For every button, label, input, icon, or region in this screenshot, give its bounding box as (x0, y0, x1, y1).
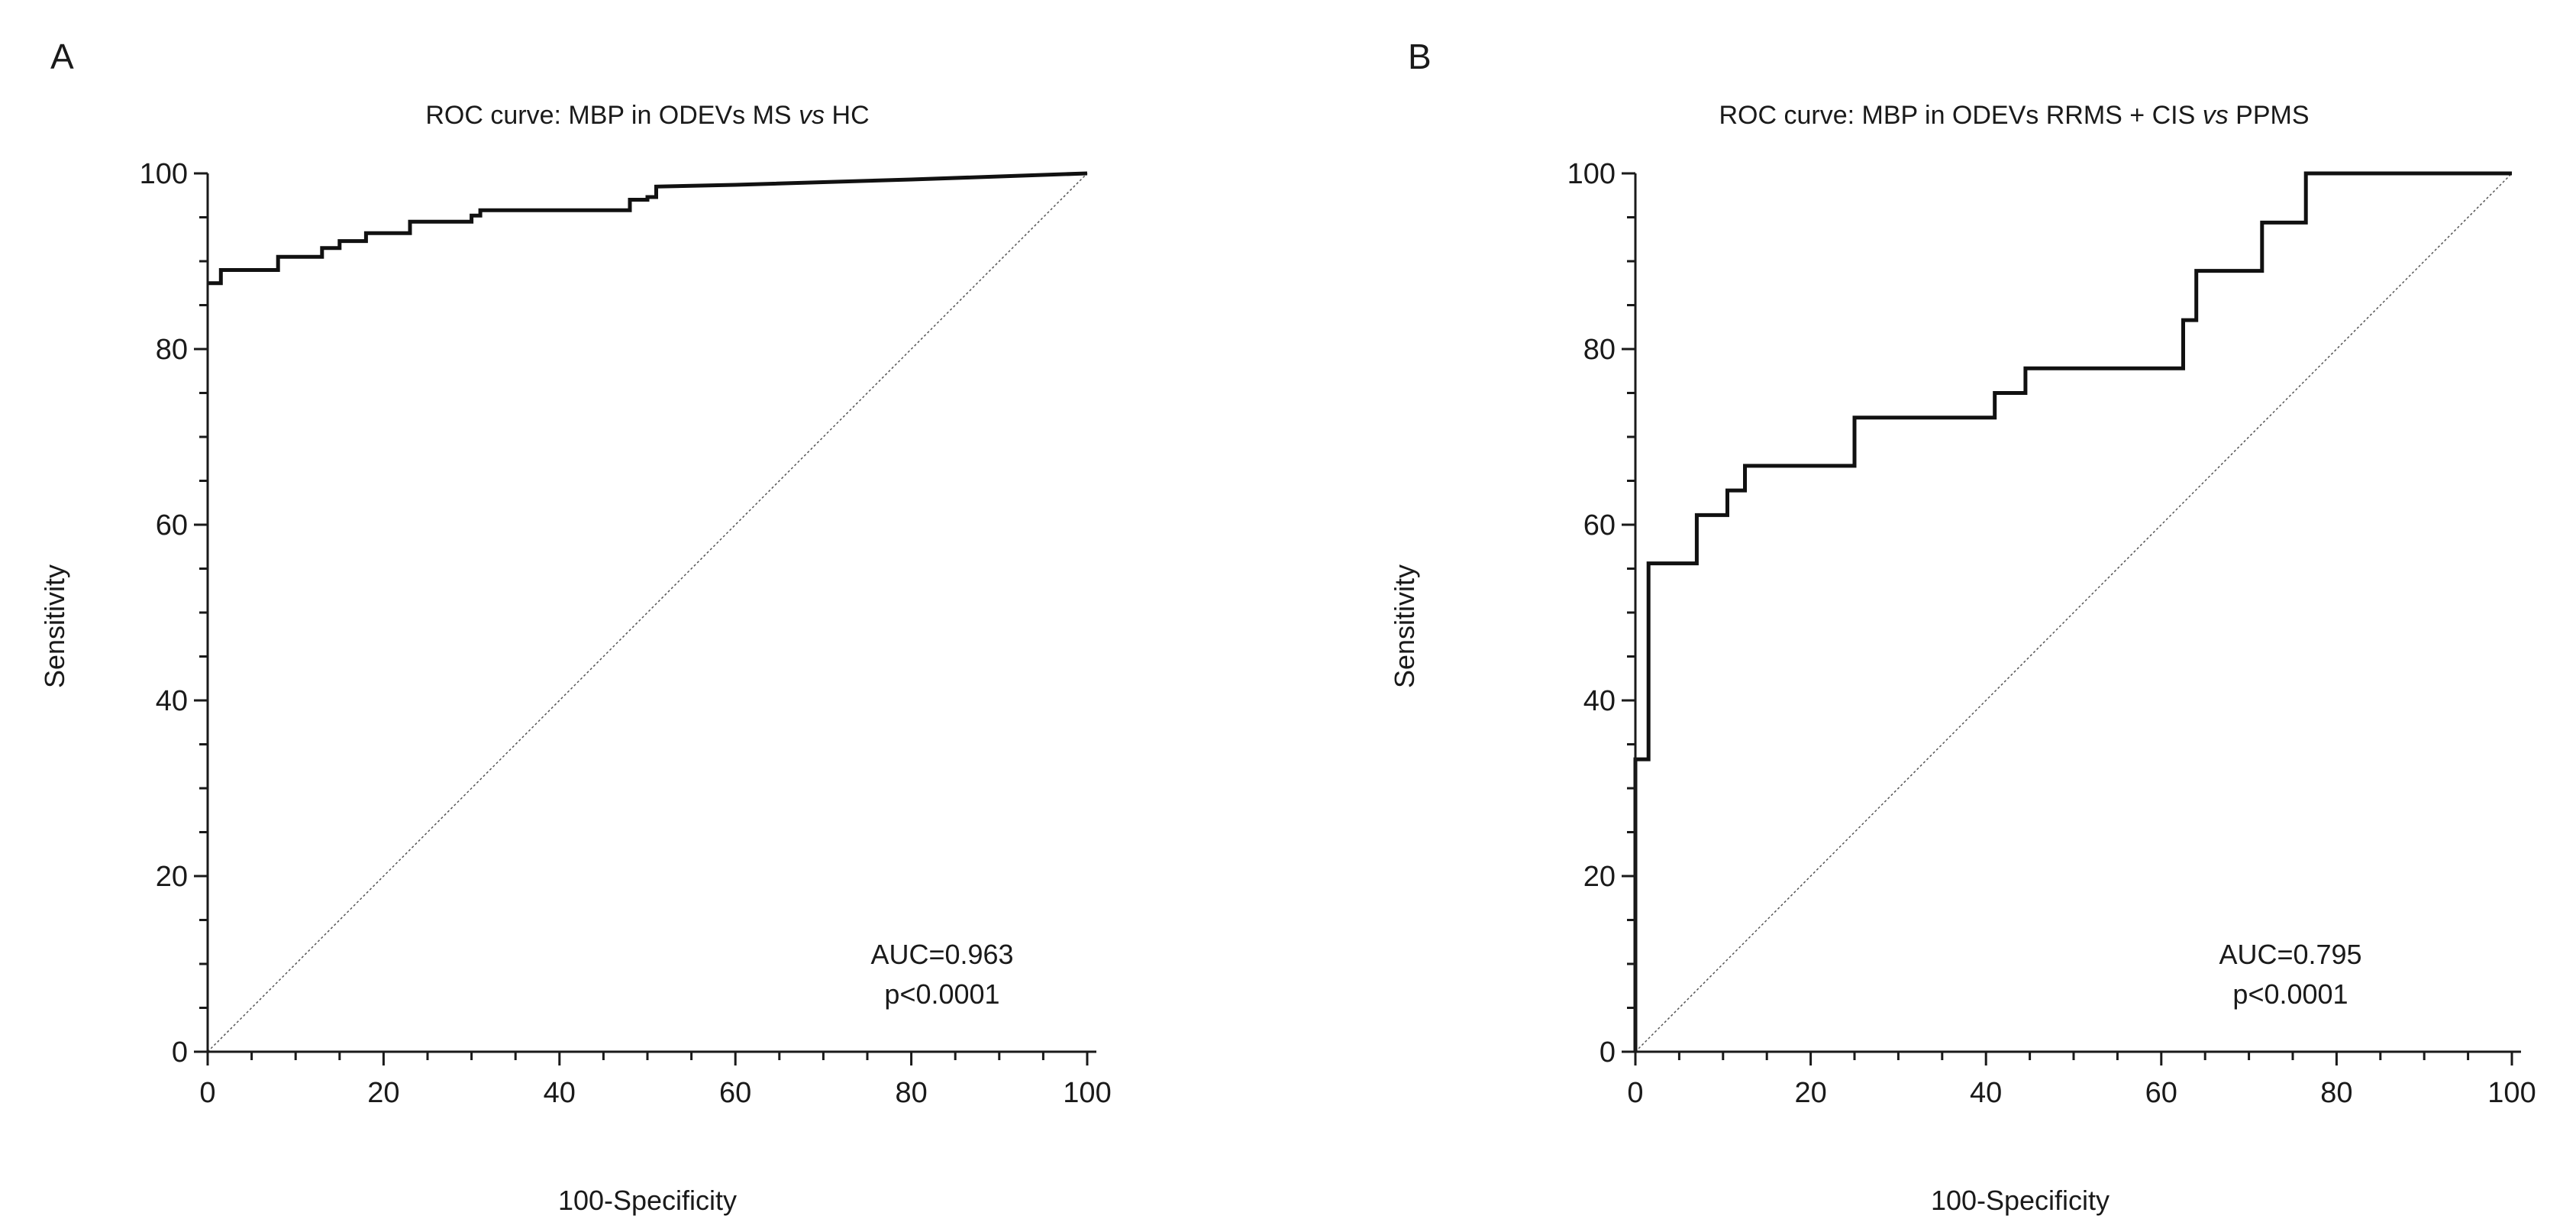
panel-a-p-value-label: p<0.0001 (884, 978, 999, 1010)
panel-b-x-tick-label: 20 (1794, 1077, 1826, 1109)
panel-a-y-tick-label: 100 (140, 158, 188, 190)
panel-a-y-tick-label: 0 (172, 1036, 188, 1069)
panel-a: A ROC curve: MBP in ODEVs MS vs HC 0 20 40… (39, 37, 1112, 1216)
panel-a-y-tick-label: 20 (156, 861, 188, 893)
panel-b-p-value-label: p<0.0001 (2232, 978, 2348, 1010)
panel-a-x-tick-label: 40 (544, 1077, 576, 1109)
panel-b: B ROC curve: MBP in ODEVs RRMS + CIS vs … (1389, 37, 2536, 1216)
panel-b-y-tick-label: 0 (1600, 1036, 1616, 1069)
panel-a-x-tick-label: 100 (1063, 1077, 1111, 1109)
panel-b-letter: B (1408, 37, 1432, 76)
panel-a-title-suffix: HC (825, 101, 870, 130)
panel-b-auc-label: AUC=0.795 (2219, 939, 2361, 970)
panel-b-y-tick-label: 20 (1583, 861, 1616, 893)
panel-b-x-tick-label: 100 (2487, 1077, 2536, 1109)
panel-a-x-tick-label: 20 (367, 1077, 399, 1109)
panel-b-y-axis-label: Sensitivity (1389, 564, 1420, 688)
panel-a-x-tick-label: 80 (895, 1077, 927, 1109)
panel-a-auc-label: AUC=0.963 (870, 939, 1013, 970)
panel-b-title-italic: vs (2203, 101, 2229, 130)
panel-b-reference-line (1635, 173, 2513, 1053)
panel-b-y-tick-label: 40 (1583, 685, 1616, 717)
panel-a-ticks: 0 20 40 60 80 100 0 20 40 60 80 100 (140, 158, 1112, 1109)
panel-b-x-tick-label: 80 (2320, 1077, 2352, 1109)
panel-b-title-prefix: ROC curve: MBP in ODEVs RRMS + CIS (1719, 101, 2202, 130)
panel-b-y-tick-label: 60 (1583, 509, 1616, 542)
panel-b-title-suffix: PPMS (2229, 101, 2310, 130)
panel-a-x-tick-label: 60 (719, 1077, 751, 1109)
panel-a-letter: A (50, 37, 74, 76)
panel-b-x-tick-label: 60 (2145, 1077, 2177, 1109)
panel-b-y-tick-label: 100 (1567, 158, 1616, 190)
panel-a-title-italic: vs (799, 101, 825, 130)
panel-b-roc-curve (1633, 171, 2512, 1052)
panel-b-ticks: 0 20 40 60 80 100 0 20 40 60 80 100 (1567, 158, 2536, 1109)
panel-a-title: ROC curve: MBP in ODEVs MS vs HC (425, 101, 869, 130)
panel-a-y-tick-label: 60 (156, 509, 188, 542)
panel-a-title-prefix: ROC curve: MBP in ODEVs MS (425, 101, 799, 130)
panel-b-title: ROC curve: MBP in ODEVs RRMS + CIS vs PP… (1719, 101, 2309, 130)
panel-a-x-axis-label: 100-Specificity (558, 1185, 737, 1216)
panel-b-y-tick-label: 80 (1583, 334, 1616, 366)
panel-a-roc-curve (208, 171, 1088, 286)
panel-b-x-axis-label: 100-Specificity (1931, 1185, 2110, 1216)
panel-b-x-tick-label: 40 (1970, 1077, 2002, 1109)
panel-a-reference-line (207, 173, 1088, 1053)
panel-b-x-tick-label: 0 (1627, 1077, 1643, 1109)
panel-a-y-tick-label: 40 (156, 685, 188, 717)
panel-a-x-tick-label: 0 (199, 1077, 215, 1109)
panel-a-y-axis-label: Sensitivity (39, 564, 70, 688)
panel-a-y-tick-label: 80 (156, 334, 188, 366)
